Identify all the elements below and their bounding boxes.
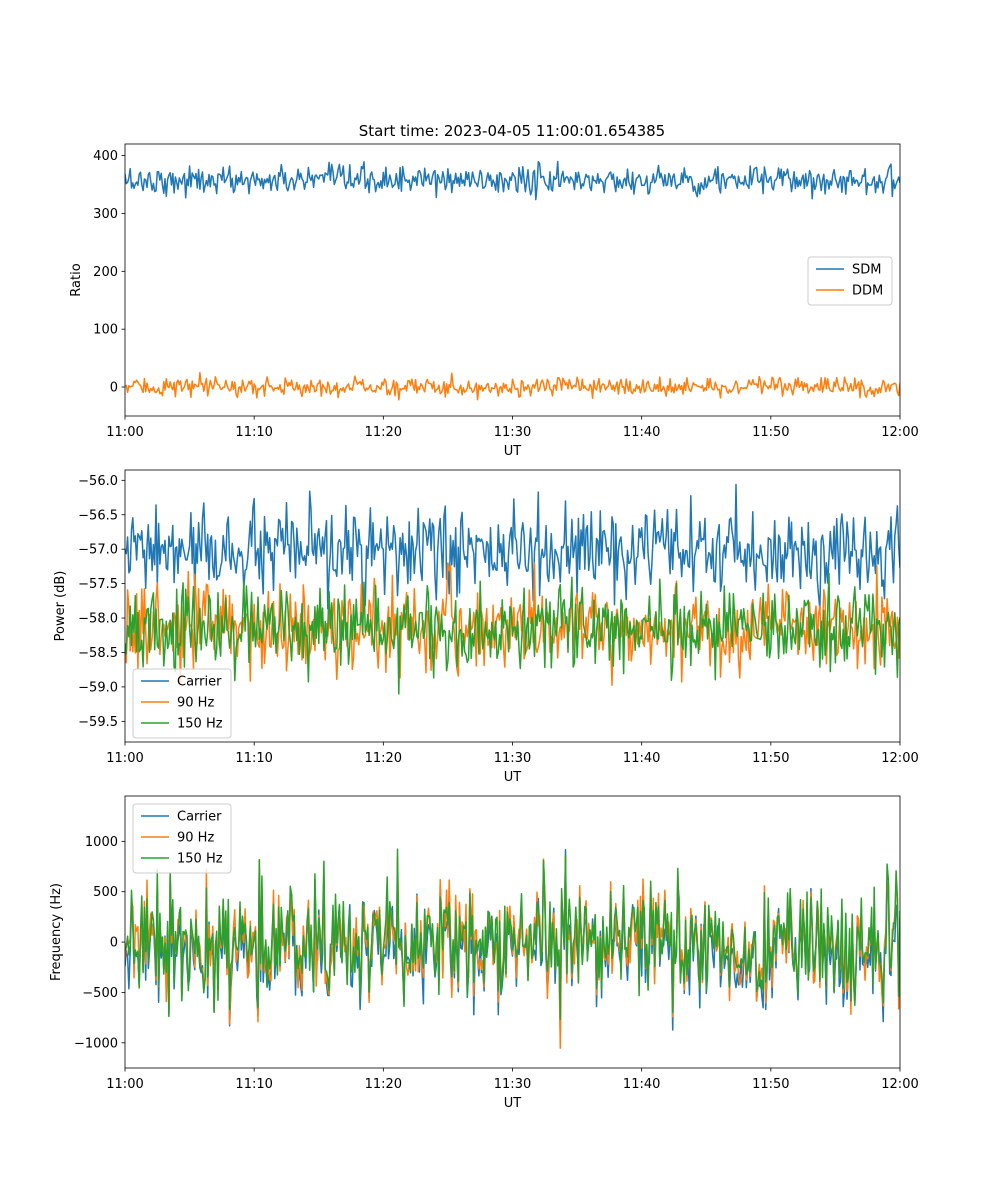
x-tick-label: 11:20 [365,425,402,440]
legend-label: Carrier [177,675,222,690]
y-tick-label: −58.5 [78,646,118,661]
x-axis-label: UT [504,1096,522,1111]
x-tick-label: 12:00 [881,751,918,766]
x-tick-label: 11:20 [365,1077,402,1092]
y-tick-label: −58.0 [78,612,118,627]
y-tick-label: 1000 [85,835,118,850]
x-tick-label: 11:00 [106,425,143,440]
y-tick-label: −500 [82,986,118,1001]
x-tick-label: 12:00 [881,425,918,440]
y-axis-label: Ratio [69,263,84,296]
y-axis-label: Power (dB) [53,571,68,642]
legend: Carrier 90 Hz 150 Hz [132,668,232,739]
x-tick-label: 11:30 [494,425,531,440]
y-tick-label: 0 [110,936,118,951]
legend: Carrier 90 Hz 150 Hz [132,803,232,874]
x-tick-label: 11:10 [235,425,272,440]
legend-label: 150 Hz [177,852,223,867]
chart-panel-2: 11:00 11:10 11:20 11:30 11:40 11:50 12:00 −59.5… [53,469,919,785]
x-tick-label: 11:50 [752,425,789,440]
x-tick-label: 11:00 [106,1077,143,1092]
legend-box [132,803,232,874]
y-tick-label: −1000 [74,1036,118,1051]
series-line-ddm [125,371,900,401]
y-tick-label: −56.0 [78,474,118,489]
x-tick-label: 11:50 [752,1077,789,1092]
legend-label: 90 Hz [177,831,214,846]
legend-label: 90 Hz [177,696,214,711]
x-tick-label: 11:10 [235,751,272,766]
y-tick-label: −57.5 [78,577,118,592]
y-tick-label: −59.5 [78,715,118,730]
y-tick-label: 0 [110,381,118,396]
x-tick-label: 11:40 [623,1077,660,1092]
figure-title: Start time: 2023-04-05 11:00:01.654385 [359,122,665,140]
legend-label: 150 Hz [177,717,223,732]
series-line-carrier [125,483,900,612]
x-tick-label: 11:00 [106,751,143,766]
x-tick-label: 11:50 [752,751,789,766]
y-tick-label: 400 [93,149,118,164]
legend-label: DDM [852,284,883,299]
x-tick-label: 11:40 [623,751,660,766]
y-tick-label: −59.0 [78,680,118,695]
legend-box [132,668,232,739]
y-tick-label: −57.0 [78,543,118,558]
y-tick-label: 500 [93,885,118,900]
x-tick-label: 11:40 [623,425,660,440]
chart-panel-3: 11:00 11:10 11:20 11:30 11:40 11:50 12:00 −1000… [49,795,919,1111]
x-tick-label: 11:30 [494,751,531,766]
chart-panels: 11:00 11:10 11:20 11:30 11:40 11:50 12:00 0 100 2… [49,143,919,1111]
y-axis-label: Frequency (Hz) [49,883,64,981]
x-axis-label: UT [504,444,522,459]
y-tick-label: 200 [93,265,118,280]
series-line-150-hz [125,572,900,695]
y-tick-label: 100 [93,323,118,338]
x-axis-label: UT [504,770,522,785]
legend-label: Carrier [177,810,222,825]
y-tick-label: −56.5 [78,508,118,523]
x-tick-label: 11:10 [235,1077,272,1092]
chart-panel-1: 11:00 11:10 11:20 11:30 11:40 11:50 12:00 0 100 2… [69,143,919,459]
x-tick-label: 11:20 [365,751,402,766]
x-tick-label: 12:00 [881,1077,918,1092]
x-tick-label: 11:30 [494,1077,531,1092]
y-tick-label: 300 [93,207,118,222]
legend-label: SDM [852,263,881,278]
legend: SDM DDM [807,256,893,306]
series-line-150-hz [125,848,900,1020]
series-line-sdm [125,160,900,201]
